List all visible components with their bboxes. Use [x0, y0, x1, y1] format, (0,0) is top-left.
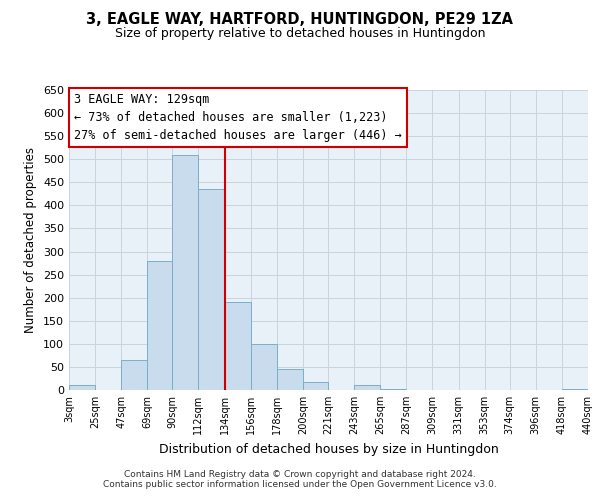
Bar	[303, 382, 328, 390]
Y-axis label: Number of detached properties: Number of detached properties	[25, 147, 37, 333]
Text: 3 EAGLE WAY: 129sqm
← 73% of detached houses are smaller (1,223)
27% of semi-det: 3 EAGLE WAY: 129sqm ← 73% of detached ho…	[74, 93, 402, 142]
Bar	[224, 302, 251, 390]
Bar	[121, 360, 148, 390]
Bar	[354, 386, 380, 390]
Bar	[69, 386, 95, 390]
Bar	[562, 389, 588, 390]
Bar	[251, 344, 277, 390]
Bar	[380, 389, 406, 390]
X-axis label: Distribution of detached houses by size in Huntingdon: Distribution of detached houses by size …	[158, 442, 499, 456]
Text: Contains public sector information licensed under the Open Government Licence v3: Contains public sector information licen…	[103, 480, 497, 489]
Text: Size of property relative to detached houses in Huntingdon: Size of property relative to detached ho…	[115, 28, 485, 40]
Text: Contains HM Land Registry data © Crown copyright and database right 2024.: Contains HM Land Registry data © Crown c…	[124, 470, 476, 479]
Bar	[277, 369, 303, 390]
Bar	[199, 189, 224, 390]
Bar	[148, 261, 172, 390]
Text: 3, EAGLE WAY, HARTFORD, HUNTINGDON, PE29 1ZA: 3, EAGLE WAY, HARTFORD, HUNTINGDON, PE29…	[86, 12, 514, 28]
Bar	[172, 154, 199, 390]
